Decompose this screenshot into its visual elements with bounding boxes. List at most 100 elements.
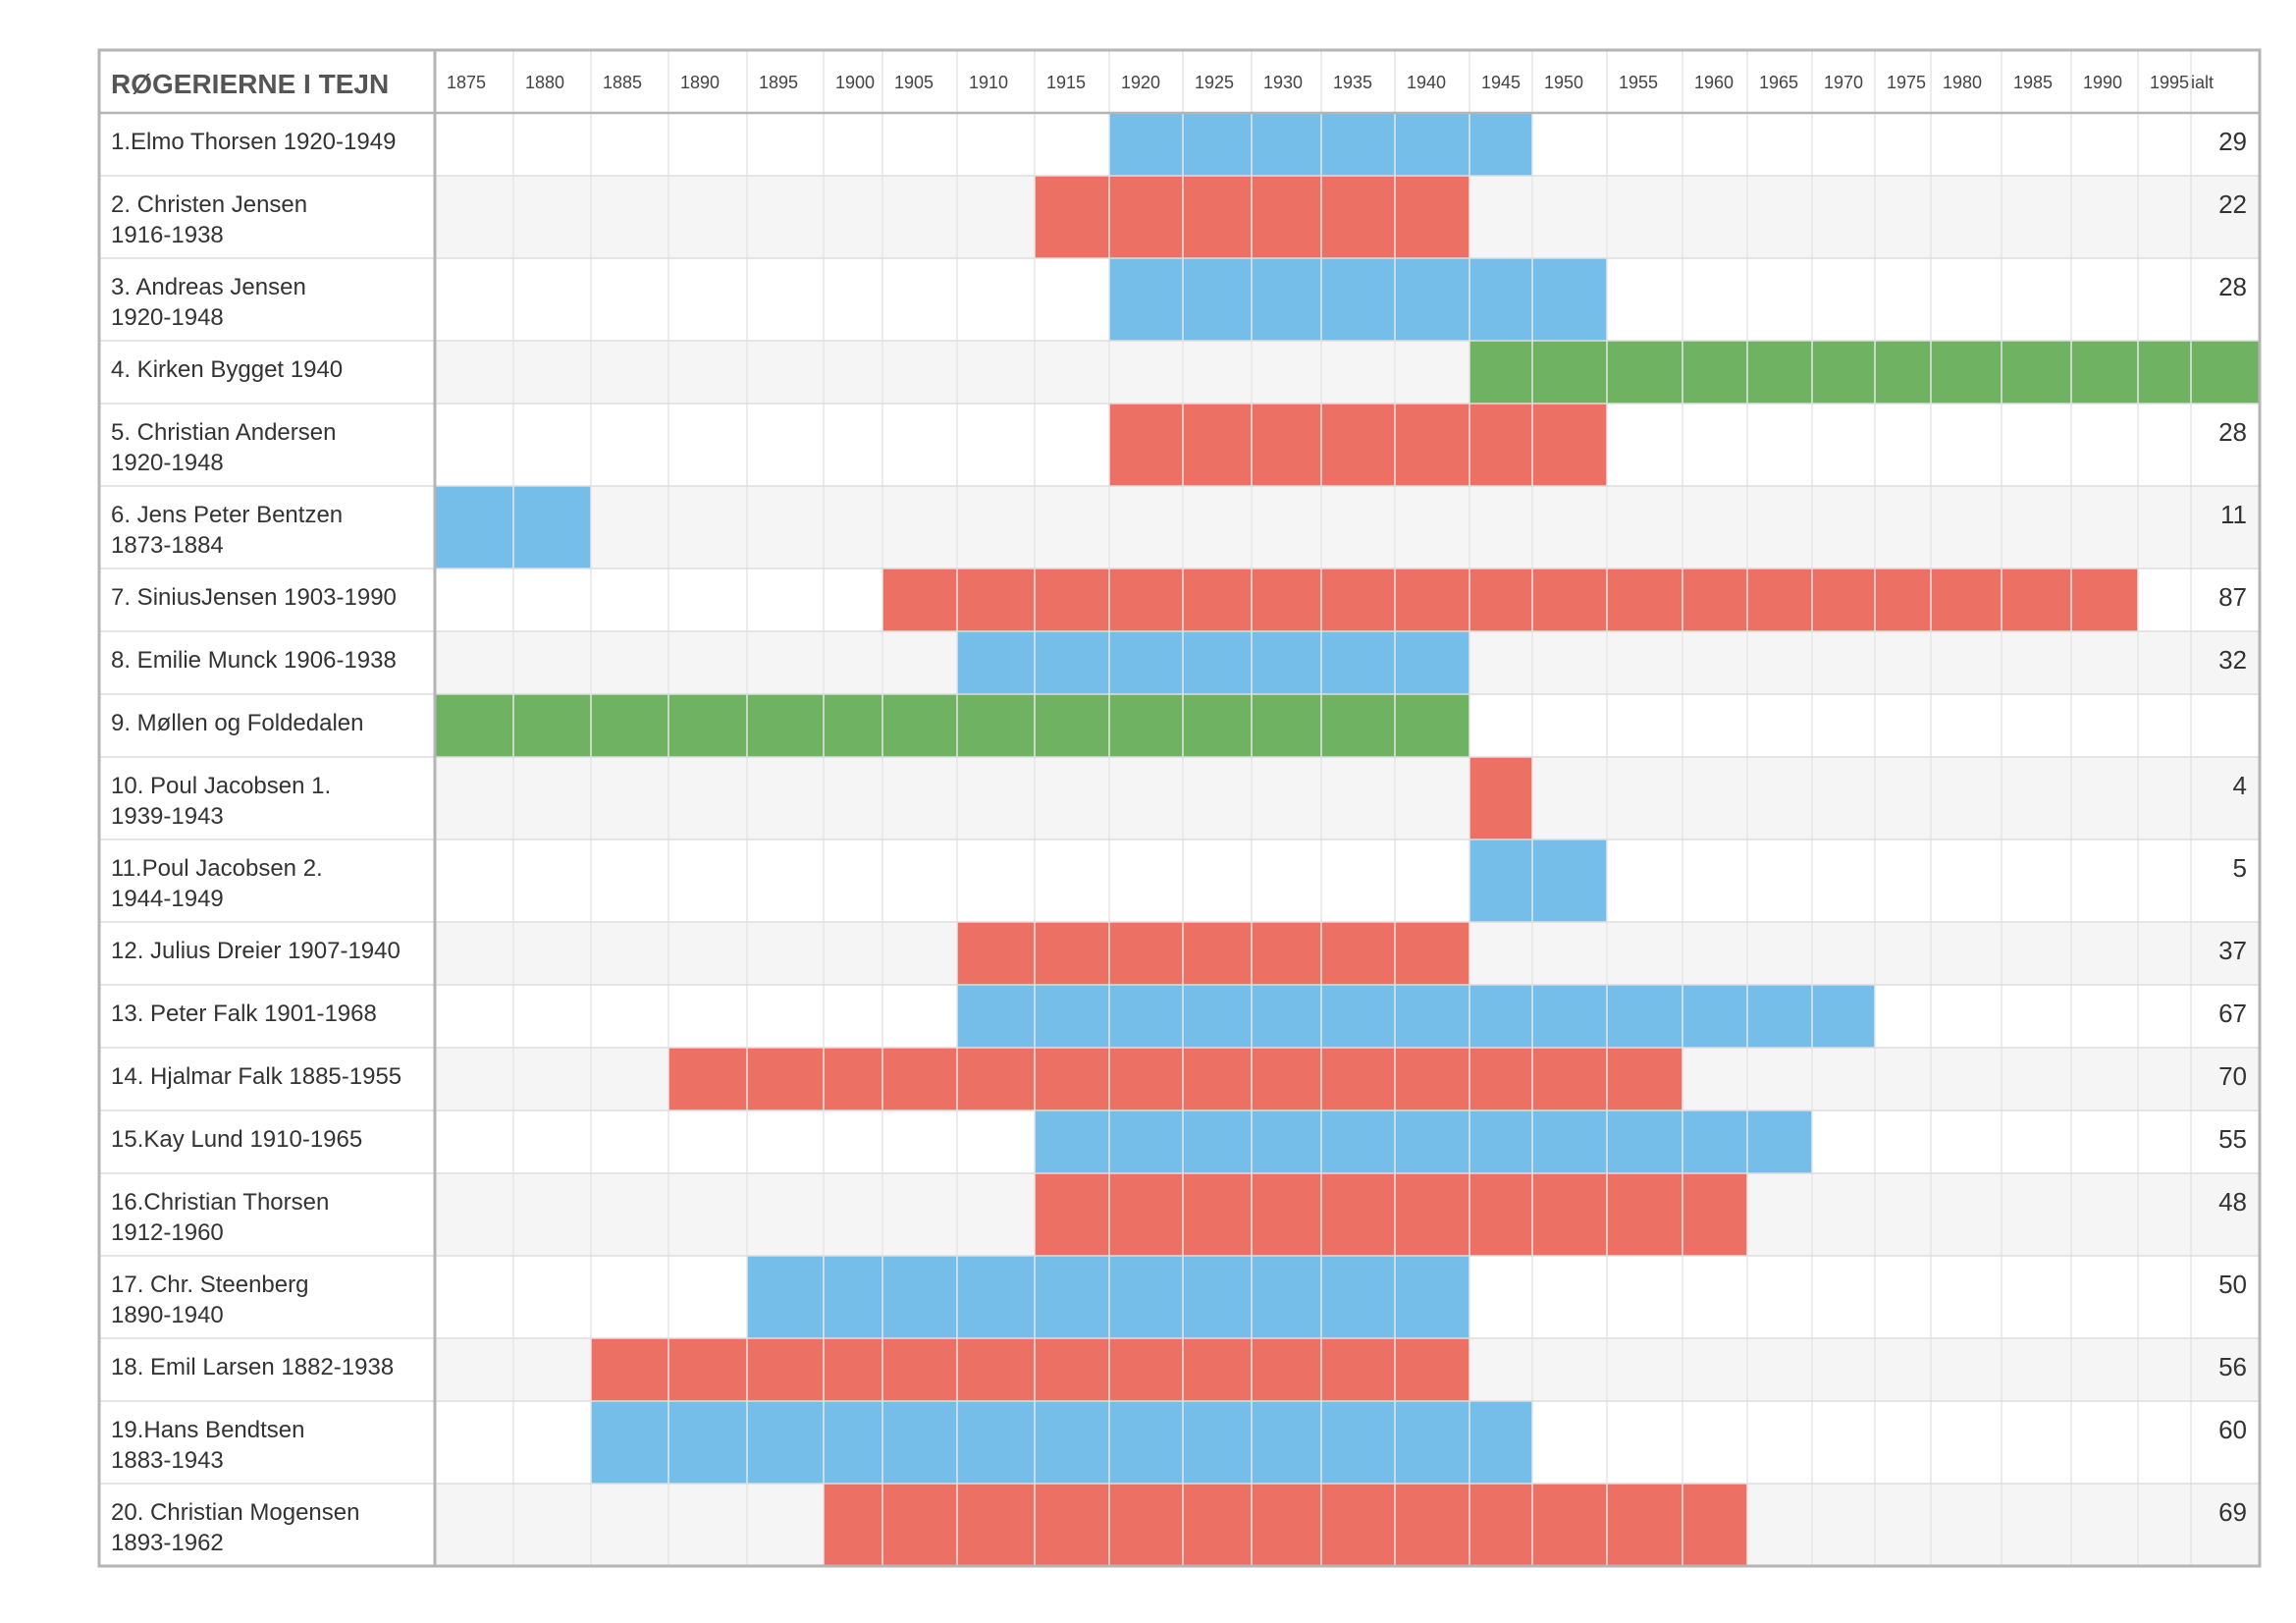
row-total: 37 bbox=[2218, 936, 2247, 965]
timeline-bar bbox=[882, 568, 2138, 631]
row-label: 1890-1940 bbox=[111, 1302, 224, 1328]
timeline-bar bbox=[1035, 1110, 1812, 1173]
year-label: 1925 bbox=[1195, 73, 1234, 92]
row-label: 9. Møllen og Foldedalen bbox=[111, 710, 363, 736]
timeline-bar bbox=[1109, 258, 1607, 341]
row-label: 1939-1943 bbox=[111, 803, 224, 830]
row-total: 48 bbox=[2218, 1187, 2247, 1217]
grid-lines bbox=[512, 50, 2192, 1566]
year-label: 1945 bbox=[1481, 73, 1521, 92]
row-label: 3. Andreas Jensen bbox=[111, 274, 306, 300]
year-label: 1970 bbox=[1824, 73, 1863, 92]
year-label: 1975 bbox=[1887, 73, 1926, 92]
row-total: 56 bbox=[2218, 1352, 2247, 1381]
row-label: 17. Chr. Steenberg bbox=[111, 1271, 308, 1298]
row-total: 87 bbox=[2218, 582, 2247, 612]
row-total: 50 bbox=[2218, 1270, 2247, 1299]
row-label: 1873-1884 bbox=[111, 532, 224, 559]
row-label: 1893-1962 bbox=[111, 1530, 224, 1556]
row-label: 1944-1949 bbox=[111, 886, 224, 912]
row-label: 12. Julius Dreier 1907-1940 bbox=[111, 938, 400, 964]
timeline-bar bbox=[668, 1048, 1682, 1110]
row-label: 13. Peter Falk 1901-1968 bbox=[111, 1001, 377, 1027]
row-total: 4 bbox=[2233, 771, 2247, 800]
year-label: 1950 bbox=[1544, 73, 1583, 92]
row-label: 7. SiniusJensen 1903-1990 bbox=[111, 584, 397, 611]
row-label: 8. Emilie Munck 1906-1938 bbox=[111, 647, 397, 674]
row-label: 11.Poul Jacobsen 2. bbox=[111, 855, 323, 882]
row-background bbox=[435, 486, 2260, 568]
row-labels: 1.Elmo Thorsen 1920-1949 2. Christen Jens… bbox=[111, 129, 401, 1556]
year-label: 1875 bbox=[447, 73, 486, 92]
year-label: 1880 bbox=[525, 73, 564, 92]
row-background bbox=[435, 757, 2260, 839]
row-label: 1920-1948 bbox=[111, 304, 224, 331]
row-label: 19.Hans Bendtsen bbox=[111, 1417, 304, 1443]
table-frame bbox=[97, 48, 2262, 1568]
row-total: 67 bbox=[2218, 999, 2247, 1028]
year-label: 1895 bbox=[759, 73, 798, 92]
year-label: 1930 bbox=[1263, 73, 1303, 92]
year-label: 1940 bbox=[1407, 73, 1446, 92]
timeline-bar bbox=[591, 1401, 1532, 1484]
row-label: 15.Kay Lund 1910-1965 bbox=[111, 1126, 362, 1153]
chart-title: RØGERIERNE I TEJN bbox=[111, 69, 389, 99]
row-label: 14. Hjalmar Falk 1885-1955 bbox=[111, 1063, 401, 1090]
timeline-bar bbox=[435, 694, 1469, 757]
row-label: 1883-1943 bbox=[111, 1447, 224, 1474]
row-label: 1916-1938 bbox=[111, 222, 224, 248]
row-label: 1912-1960 bbox=[111, 1219, 224, 1246]
timeline-bar bbox=[824, 1484, 1747, 1566]
year-label: 1920 bbox=[1121, 73, 1160, 92]
timeline-bar bbox=[591, 1338, 1469, 1401]
year-label: 1935 bbox=[1333, 73, 1372, 92]
timeline-bar bbox=[1469, 839, 1607, 922]
row-label: 18. Emil Larsen 1882-1938 bbox=[111, 1354, 394, 1380]
row-total: 60 bbox=[2218, 1415, 2247, 1444]
year-label: 1995 bbox=[2150, 73, 2189, 92]
row-label: 2. Christen Jensen bbox=[111, 191, 307, 218]
timeline-bar bbox=[1109, 404, 1607, 486]
row-total: 69 bbox=[2218, 1497, 2247, 1527]
row-label: 5. Christian Andersen bbox=[111, 419, 336, 446]
row-total: 28 bbox=[2218, 417, 2247, 447]
year-label: 1955 bbox=[1619, 73, 1658, 92]
year-label: 1905 bbox=[894, 73, 934, 92]
row-separators bbox=[99, 111, 2260, 1485]
row-total: 11 bbox=[2220, 500, 2247, 529]
row-total: 5 bbox=[2233, 853, 2247, 883]
year-label: 1900 bbox=[835, 73, 875, 92]
row-totals: 29 22 28 28 11 87 32 4 5 37 67 70 55 48 50 56 60 69 bbox=[2218, 127, 2247, 1527]
row-label: 4. Kirken Bygget 1940 bbox=[111, 356, 343, 383]
year-label: 1960 bbox=[1694, 73, 1734, 92]
row-total: 55 bbox=[2218, 1124, 2247, 1154]
row-total: 22 bbox=[2218, 189, 2247, 219]
row-label: 10. Poul Jacobsen 1. bbox=[111, 773, 331, 799]
row-label: 20. Christian Mogensen bbox=[111, 1499, 359, 1526]
row-total: 29 bbox=[2218, 127, 2247, 156]
row-label: 6. Jens Peter Bentzen bbox=[111, 502, 343, 528]
year-header: 1875 1880 1885 1890 1895 1900 1905 1910 1915 1920… bbox=[447, 73, 2189, 92]
year-label: 1990 bbox=[2083, 73, 2122, 92]
year-label: 1910 bbox=[969, 73, 1008, 92]
row-label: 16.Christian Thorsen bbox=[111, 1189, 329, 1216]
timeline-bar bbox=[1469, 341, 2260, 404]
year-label: 1915 bbox=[1046, 73, 1086, 92]
timeline-bar bbox=[747, 1256, 1469, 1338]
year-label: 1965 bbox=[1759, 73, 1798, 92]
year-label: 1890 bbox=[680, 73, 720, 92]
timeline-bar bbox=[1035, 1173, 1747, 1256]
total-header: ialt bbox=[2191, 73, 2214, 92]
row-total: 32 bbox=[2218, 645, 2247, 675]
year-label: 1985 bbox=[2013, 73, 2053, 92]
timeline-bar bbox=[957, 631, 1469, 694]
timeline-bar bbox=[1469, 757, 1532, 839]
year-label: 1885 bbox=[603, 73, 642, 92]
year-label: 1980 bbox=[1943, 73, 1982, 92]
timeline-bar bbox=[957, 985, 1875, 1048]
outer-border bbox=[97, 48, 2262, 1568]
row-label: 1920-1948 bbox=[111, 450, 224, 476]
timeline-bar bbox=[957, 922, 1469, 985]
row-label: 1.Elmo Thorsen 1920-1949 bbox=[111, 129, 396, 155]
